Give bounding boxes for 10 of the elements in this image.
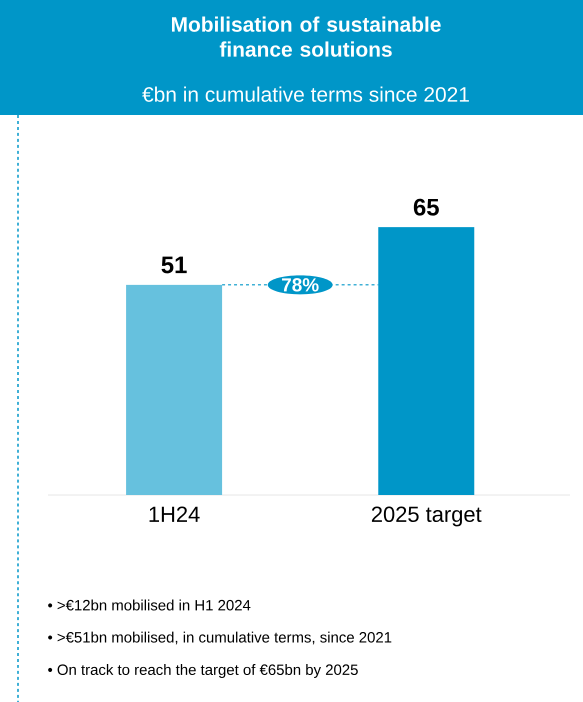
x-tick-label: 2025 target bbox=[372, 506, 482, 526]
text: • >€51bn mobilised, in cumulative terms, since 2021 bbox=[48, 632, 392, 644]
chart-title: Mobilisation of sustainable finance solutions bbox=[172, 16, 441, 57]
annotation: 78% bbox=[282, 278, 319, 292]
data-label: 51 bbox=[162, 256, 187, 274]
data-label: 65 bbox=[414, 198, 439, 216]
chart-subtitle: €bn in cumulative terms since 2021 bbox=[142, 86, 469, 102]
text: • >€12bn mobilised in H1 2024 bbox=[48, 600, 250, 610]
text: • On track to reach the target of €65bn by 2025 bbox=[48, 664, 358, 678]
x-tick-label: 1H24 bbox=[150, 506, 200, 522]
